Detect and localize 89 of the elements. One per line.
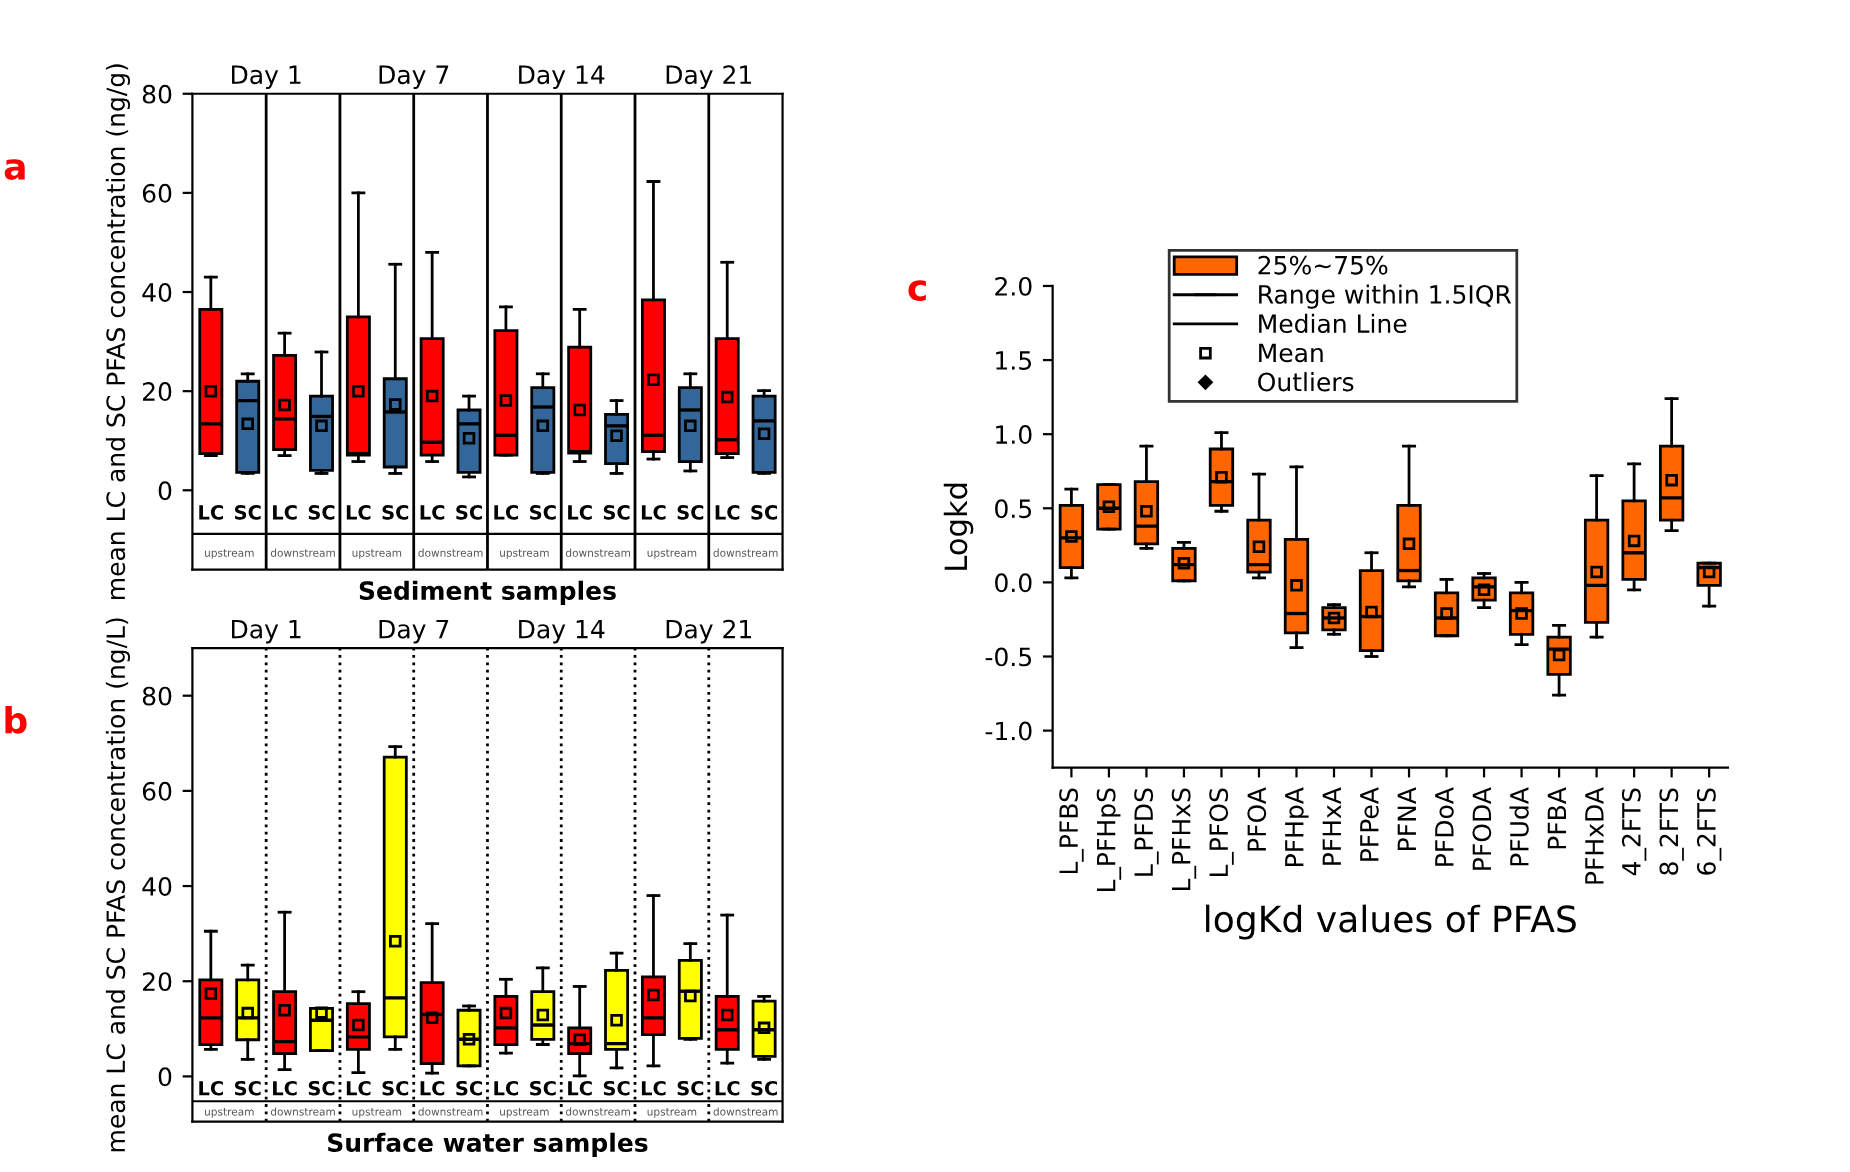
x-axis-title: Sediment samples (359, 580, 616, 605)
y-tick-label: 0 (158, 1067, 172, 1087)
x-tick-label: PFHpA (1285, 787, 1309, 866)
y-tick-label: 40 (142, 876, 172, 896)
chart-title: c (908, 280, 926, 301)
text: Day 21 (666, 65, 752, 89)
x-tick-label: SC (603, 1080, 630, 1096)
x-tick-label: LC (494, 1080, 519, 1096)
x-tick-label: SC (456, 1080, 482, 1096)
y-tick-label: 0.0 (995, 573, 1032, 593)
x-tick-label: LC (641, 505, 666, 520)
x-tick-label: L_PFHxS (1171, 788, 1197, 890)
x-tick-label: SC (308, 505, 335, 520)
x-tick-label: SC (677, 1080, 704, 1096)
x-tick-label: LC (641, 1080, 666, 1096)
y-tick-label: -0.5 (985, 647, 1032, 667)
y-tick-label: 80 (142, 84, 172, 104)
x-tick-label: L_PFHpS (1096, 788, 1122, 892)
text: Day 14 (519, 619, 605, 644)
x-tick-label: SC (234, 1080, 261, 1096)
y-tick-label: 20 (142, 382, 172, 402)
y-tick-label: 0.5 (995, 499, 1032, 519)
annotation: Outliers (1258, 372, 1354, 392)
y-tick-label: 60 (142, 781, 172, 801)
text: Day 7 (379, 619, 449, 644)
x-tick-label: SC (234, 505, 261, 520)
x-tick-label: SC (530, 1080, 556, 1096)
y-tick-label: -1.0 (985, 721, 1032, 741)
x-tick-label: 8_2FTS (1659, 788, 1684, 875)
y-axis-title: mean LC and SC PFAS concentration (ng/L) (105, 618, 131, 1152)
x-tick-label: SC (308, 1080, 335, 1096)
x-tick-label: PFOA (1247, 787, 1267, 851)
x-tick-label: LC (420, 1080, 445, 1096)
x-tick-label: LC (715, 1080, 740, 1096)
x-tick-label: SC (751, 505, 777, 520)
x-tick-label: SC (603, 505, 630, 520)
legend-label: 25%~75% (1258, 255, 1388, 275)
x-tick-label: SC (751, 1080, 777, 1096)
y-tick-label: 2.0 (995, 276, 1032, 296)
x-tick-label: LC (568, 505, 592, 520)
x-tick-label: LC (568, 1080, 592, 1096)
x-tick-label: SC (677, 505, 704, 520)
text: b (5, 705, 27, 734)
y-axis-title: Logkd (943, 483, 974, 570)
y-tick-label: 80 (142, 686, 172, 706)
x-tick-label: PFBA (1547, 787, 1566, 849)
x-tick-label: LC (715, 505, 740, 520)
x-tick-label: 6_2FTS (1696, 788, 1722, 875)
x-tick-label: LC (199, 505, 223, 520)
x-tick-label: LC (199, 1080, 223, 1096)
annotation: Range within 1.5IQR (1259, 284, 1512, 309)
x-axis-title: logKd values of PFAS (1206, 904, 1576, 940)
x-axis-title: Surface water samples (328, 1132, 648, 1157)
x-tick-label: LC (346, 1080, 371, 1096)
x-tick-label: PFUdA (1509, 787, 1529, 866)
x-tick-label: PFPeA (1360, 787, 1379, 861)
x-tick-label: PFDoA (1435, 787, 1454, 866)
x-tick-label: SC (530, 505, 556, 520)
y-tick-label: 1.0 (996, 425, 1032, 445)
annotation: Median Line (1259, 313, 1407, 334)
text: Day 1 (232, 65, 301, 89)
y-tick-label: 0 (158, 481, 172, 501)
x-tick-label: LC (273, 1080, 297, 1096)
x-tick-label: PFHxDA (1585, 787, 1604, 884)
text: Day 21 (666, 619, 752, 644)
x-tick-label: LC (273, 505, 297, 520)
y-tick-label: 60 (142, 183, 172, 203)
y-tick-label: 40 (142, 282, 172, 302)
text: a (4, 159, 25, 180)
x-tick-label: 4_2FTS (1621, 788, 1647, 876)
y-axis-title: mean LC and SC PFAS concentration (ng/g) (105, 64, 131, 599)
annotation: Mean (1259, 343, 1323, 363)
text: Day 7 (379, 65, 449, 89)
y-tick-label: 20 (142, 972, 172, 992)
x-tick-label: L_PFOS (1209, 788, 1234, 877)
x-tick-label: LC (420, 505, 445, 520)
text: Day 1 (232, 619, 301, 644)
x-tick-label: PFNA (1397, 787, 1416, 850)
x-tick-label: SC (456, 505, 482, 520)
x-tick-label: SC (382, 1080, 409, 1096)
x-tick-label: L_PFDS (1134, 788, 1159, 876)
text: Day 14 (519, 65, 605, 89)
x-tick-label: LC (494, 505, 519, 520)
x-tick-label: LC (346, 505, 371, 520)
x-tick-label: PFHxA (1322, 787, 1341, 865)
x-tick-label: SC (382, 505, 409, 520)
y-tick-label: 1.5 (996, 351, 1032, 370)
x-tick-label: L_PFBS (1059, 788, 1084, 874)
x-tick-label: PFODA (1472, 787, 1492, 870)
